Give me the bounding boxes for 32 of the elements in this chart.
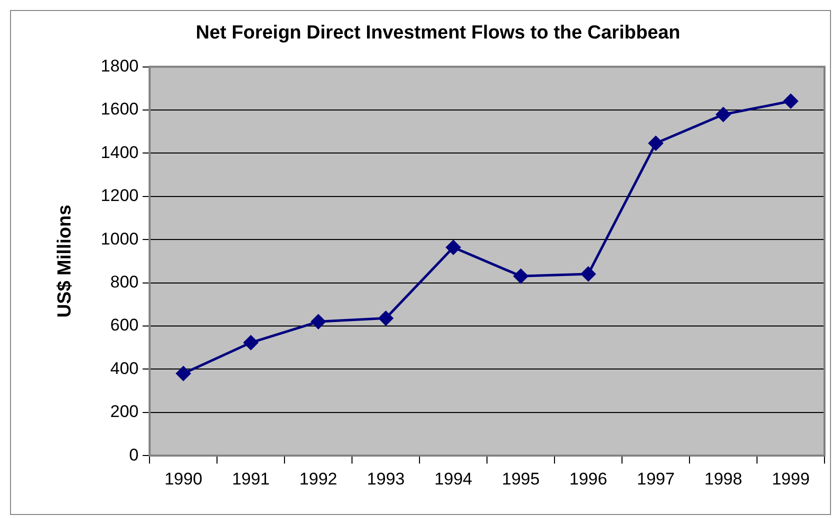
y-tick-label: 1800 (100, 56, 139, 76)
y-tick-label: 800 (110, 272, 139, 292)
y-tick-label: 600 (110, 316, 139, 335)
x-tick-label: 1997 (636, 469, 675, 488)
point (648, 136, 664, 151)
y-axis-title: US$ Millions (54, 204, 76, 318)
x-tick-label: 1998 (704, 469, 742, 488)
x-tick-label: 1996 (569, 469, 608, 488)
y-tick-label: 1600 (100, 100, 139, 119)
point (581, 266, 596, 282)
x-tick-label: 1994 (434, 469, 472, 488)
x-tick-label: 1991 (232, 469, 270, 488)
y-tick-label: 1400 (100, 142, 139, 162)
point (514, 268, 528, 284)
x-tick-label: 1995 (502, 469, 540, 488)
y-tick-label: 1200 (100, 186, 139, 206)
point (784, 94, 798, 108)
x-tick-label: 1992 (299, 469, 338, 488)
x-tick-label: 1990 (164, 469, 202, 488)
point (244, 335, 258, 350)
x-tick-label: 1993 (366, 469, 405, 488)
y-tick-label: 1000 (100, 229, 139, 248)
point (716, 107, 731, 122)
y-tick-label: 200 (110, 402, 139, 422)
y-tick-label: 400 (110, 358, 139, 378)
point (446, 240, 461, 255)
x-tick-label: 1999 (772, 469, 810, 488)
point (311, 314, 326, 329)
point (378, 310, 394, 326)
chart-title: Net Foreign Direct Investment Flows to the Caribbean (196, 22, 680, 44)
point (176, 366, 191, 381)
y-tick-label: 0 (129, 445, 139, 464)
